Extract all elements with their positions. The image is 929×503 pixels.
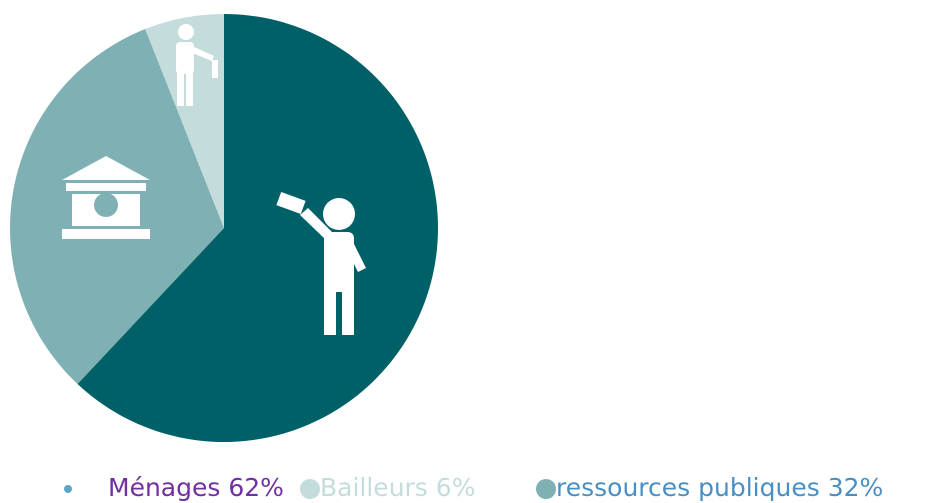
legend-name: Ménages <box>108 473 220 502</box>
pie-slice <box>145 13 224 228</box>
legend-label: Ménages 62% <box>108 473 284 502</box>
icons <box>62 24 366 335</box>
legend-marker <box>536 479 556 499</box>
legend-label: ressources publiques 32% <box>556 473 883 502</box>
legend-marker <box>64 485 72 493</box>
legend-value: 62% <box>228 473 284 502</box>
legend-marker <box>300 479 320 499</box>
legend-label: Bailleurs 6% <box>320 473 475 502</box>
legend-value: 32% <box>828 473 884 502</box>
person-icon <box>276 191 366 335</box>
legend-value: 6% <box>436 473 476 502</box>
legend: Ménages 62% Bailleurs 6% ressources publiq… <box>64 473 883 502</box>
donor-icon <box>176 24 218 106</box>
legend-name: ressources publiques <box>556 473 820 502</box>
legend-name: Bailleurs <box>320 473 428 502</box>
bank-icon <box>62 156 150 239</box>
pie <box>10 13 438 442</box>
